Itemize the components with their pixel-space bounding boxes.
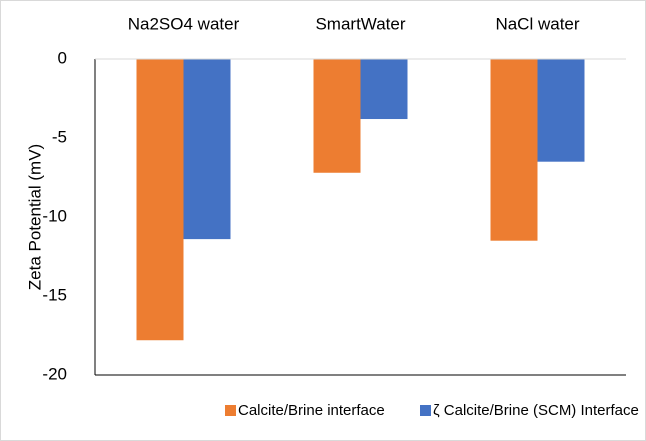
y-tick-label: -5 — [52, 127, 67, 146]
bar — [313, 59, 361, 173]
y-tick-label: 0 — [58, 48, 67, 67]
bar — [136, 59, 184, 341]
bar — [183, 59, 231, 240]
y-tick-label: -15 — [42, 285, 67, 304]
y-tick-label: -10 — [42, 206, 67, 225]
x-tick-label: NaCl water — [495, 14, 579, 33]
legend-text: Calcite/Brine interface — [238, 402, 385, 419]
legend-swatch — [225, 405, 236, 416]
x-tick-label: SmartWater — [315, 14, 405, 33]
legend-swatch — [420, 405, 431, 416]
bar — [537, 59, 585, 162]
bar — [360, 59, 408, 120]
y-axis-label: Zeta Potential (mV) — [25, 144, 44, 290]
x-tick-label: Na2SO4 water — [128, 14, 240, 33]
legend-text: ζ Calcite/Brine (SCM) Interface — [433, 402, 639, 419]
bar — [490, 59, 538, 241]
y-tick-label: -20 — [42, 364, 67, 383]
